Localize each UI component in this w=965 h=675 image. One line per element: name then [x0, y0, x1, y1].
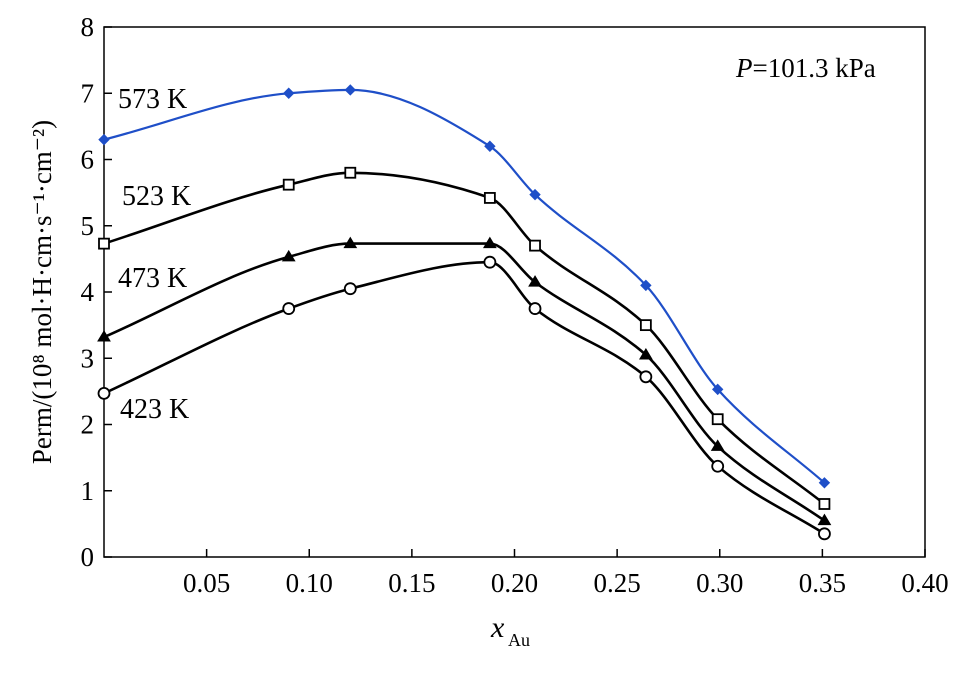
plot-frame [103, 26, 926, 558]
data-point-circle [528, 302, 542, 315]
data-point-diamond [711, 383, 724, 396]
x-tick-label: 0.40 [901, 568, 948, 598]
x-axis-title: x [490, 611, 505, 644]
data-point-circle [639, 370, 653, 384]
data-point-circle [343, 282, 357, 296]
data-point-diamond [529, 188, 541, 201]
data-point-circle [282, 302, 296, 315]
x-tick-label: 0.20 [491, 568, 538, 598]
series-line-523k [103, 171, 826, 506]
y-axis-title: Perm/(10⁸ mol·H·cm·s⁻¹·cm⁻²) [27, 120, 57, 464]
data-point-triangle [343, 236, 358, 249]
data-point-square [529, 239, 541, 252]
x-tick-label: 0.35 [799, 568, 846, 598]
data-point-square [282, 178, 295, 191]
x-tick-label: 0.15 [388, 568, 435, 598]
data-point-triangle [817, 513, 832, 526]
data-point-square [98, 237, 110, 250]
data-point-circle [711, 459, 725, 473]
data-point-square [344, 166, 357, 179]
pressure-symbol: P [735, 53, 753, 83]
x-axis-title-subscript: Au [508, 630, 530, 650]
y-tick-label: 1 [81, 476, 95, 506]
x-tick-label: 0.10 [286, 568, 333, 598]
data-point-triangle [710, 439, 725, 451]
data-point-diamond [484, 140, 496, 152]
series-line-423k [103, 260, 826, 535]
data-point-diamond [283, 87, 295, 99]
y-tick-label: 0 [81, 542, 95, 572]
data-point-triangle [97, 330, 111, 342]
y-tick-label: 8 [81, 12, 95, 42]
y-tick-label: 6 [81, 145, 95, 175]
data-point-square [711, 413, 724, 426]
data-point-diamond [640, 279, 652, 292]
data-point-circle [818, 527, 831, 541]
pressure-annotation: P=101.3 kPa [735, 53, 876, 83]
data-point-diamond [98, 133, 110, 146]
data-point-square [818, 498, 831, 510]
data-point-diamond [344, 84, 357, 96]
data-point-diamond [818, 477, 831, 489]
y-tick-label: 4 [81, 277, 95, 307]
data-point-triangle [528, 275, 542, 287]
y-tick-label: 7 [81, 78, 95, 108]
series-label-473k: 473 K [118, 263, 187, 294]
y-tick-label: 3 [81, 343, 95, 373]
pressure-value: =101.3 kPa [753, 53, 876, 83]
x-tick-label: 0.25 [594, 568, 641, 598]
series-label-423k: 423 K [120, 394, 189, 425]
data-point-square [483, 192, 496, 204]
series-label-573k: 573 K [118, 84, 187, 115]
data-point-triangle [281, 249, 296, 262]
y-tick-label: 2 [81, 410, 95, 440]
data-point-triangle [638, 347, 653, 360]
data-point-triangle [482, 236, 497, 249]
series-label-523k: 523 K [122, 181, 191, 212]
data-point-circle [483, 255, 497, 269]
x-tick-label: 0.05 [183, 568, 230, 598]
series-line-473k [103, 242, 826, 522]
x-tick-label: 0.30 [696, 568, 743, 598]
data-point-circle [97, 386, 111, 400]
y-tick-label: 5 [81, 211, 95, 241]
data-point-square [639, 319, 652, 332]
